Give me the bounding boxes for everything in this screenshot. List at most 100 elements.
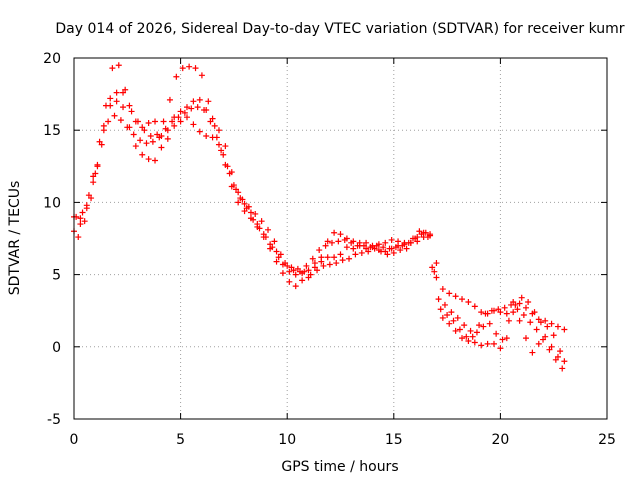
data-point [158, 144, 165, 151]
data-point [162, 125, 169, 132]
data-point [465, 338, 472, 345]
data-point [149, 138, 156, 145]
data-point [220, 151, 227, 158]
data-point [337, 231, 344, 238]
data-point [320, 262, 327, 269]
data-point [218, 147, 225, 154]
data-point [177, 118, 184, 125]
data-point [175, 114, 182, 121]
data-point [139, 151, 146, 158]
data-point [260, 234, 267, 241]
data-point [333, 260, 340, 267]
data-point [542, 317, 549, 324]
data-point [100, 122, 107, 129]
data-point [486, 320, 493, 327]
data-point [137, 137, 144, 144]
data-point [522, 304, 529, 311]
data-point [424, 234, 431, 241]
data-point [463, 333, 470, 340]
data-point [439, 314, 446, 321]
data-point [102, 102, 109, 109]
data-point [190, 98, 197, 105]
data-point [484, 340, 491, 347]
data-point [83, 205, 90, 212]
data-point [222, 161, 229, 168]
data-point [164, 135, 171, 142]
data-point [181, 109, 188, 116]
data-point [77, 221, 84, 228]
data-point [429, 264, 436, 271]
data-point [92, 170, 99, 177]
data-point [505, 317, 512, 324]
data-point [247, 215, 254, 222]
data-point [346, 255, 353, 262]
data-point [433, 274, 440, 281]
data-point [126, 102, 133, 109]
data-point [233, 186, 240, 193]
tick-layer: 0 5 10 15 20 25 -5 0 5 10 15 20 [43, 51, 616, 448]
data-point [241, 208, 248, 215]
data-point [169, 118, 176, 125]
data-point [491, 340, 498, 347]
data-point [160, 118, 167, 125]
data-point [476, 322, 483, 329]
data-point [279, 270, 286, 277]
data-point [473, 329, 480, 336]
data-point [497, 345, 504, 352]
data-point [525, 299, 532, 306]
data-point [378, 248, 385, 255]
x-tick-label: 5 [176, 432, 185, 448]
data-point [478, 342, 485, 349]
data-point [115, 62, 122, 69]
y-tick-label: 20 [43, 51, 61, 67]
data-point [548, 320, 555, 327]
x-tick-label: 15 [385, 432, 403, 448]
data-point [537, 319, 544, 326]
data-point [271, 238, 278, 245]
data-point [265, 226, 272, 233]
data-point [399, 242, 406, 249]
data-point [405, 239, 412, 246]
data-point [390, 249, 397, 256]
data-point [130, 131, 137, 138]
data-point [296, 268, 303, 275]
data-point [326, 261, 333, 268]
data-point [520, 312, 527, 319]
data-point [177, 108, 184, 115]
data-point [183, 104, 190, 111]
data-point [508, 301, 515, 308]
data-point [465, 299, 472, 306]
data-point [348, 239, 355, 246]
data-point [552, 356, 559, 363]
data-point [529, 349, 536, 356]
data-point [173, 73, 180, 80]
data-point [448, 309, 455, 316]
data-point [382, 239, 389, 246]
data-point [222, 143, 229, 150]
data-point [450, 317, 457, 324]
data-point [456, 326, 463, 333]
data-point [533, 326, 540, 333]
data-point [384, 251, 391, 258]
data-point [152, 157, 159, 164]
data-point [228, 183, 235, 190]
data-point [352, 251, 359, 258]
data-point [192, 65, 199, 72]
data-point [386, 245, 393, 252]
data-point [452, 293, 459, 300]
data-point [516, 300, 523, 307]
data-point [546, 346, 553, 353]
data-point [111, 112, 118, 119]
data-point [311, 264, 318, 271]
x-tick-label: 25 [598, 432, 616, 448]
x-axis-label: GPS time / hours [281, 459, 398, 475]
data-point [388, 236, 395, 243]
data-point [331, 254, 338, 261]
data-point [418, 231, 425, 238]
data-point [501, 304, 508, 311]
data-point [120, 104, 127, 111]
data-point [85, 192, 92, 199]
data-point [499, 336, 506, 343]
data-point [380, 244, 387, 251]
